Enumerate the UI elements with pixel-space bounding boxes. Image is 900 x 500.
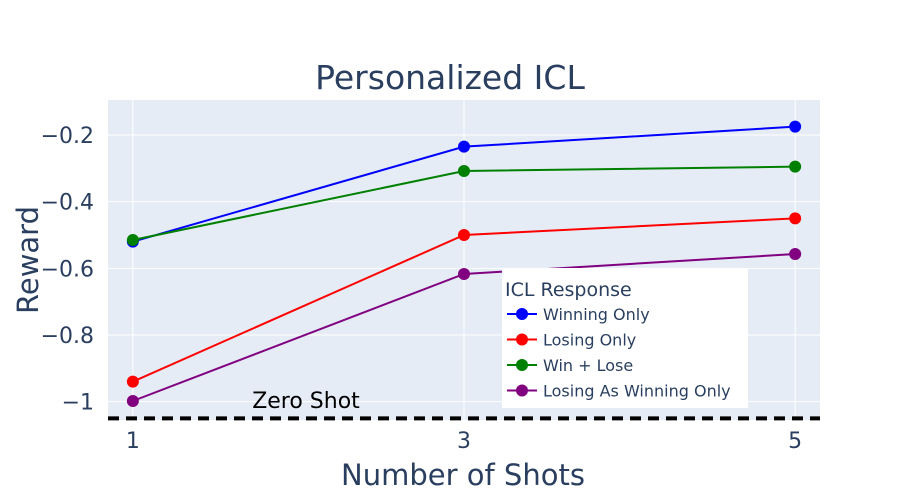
- zero-shot-annotation: Zero Shot: [252, 389, 360, 414]
- data-point: [126, 395, 139, 407]
- x-tick-label: 3: [457, 429, 471, 454]
- legend-label: Winning Only: [543, 305, 650, 324]
- legend-item: Losing As Winning Only: [507, 382, 731, 401]
- series-losing-only: [126, 212, 802, 388]
- y-tick-label: −0.4: [41, 191, 94, 216]
- data-point: [458, 268, 470, 280]
- data-point: [789, 212, 802, 225]
- y-axis-label: Reward: [11, 206, 45, 314]
- data-point: [789, 120, 802, 133]
- legend-item: Winning Only: [507, 305, 650, 324]
- y-tick-label: −1: [62, 391, 94, 416]
- data-point: [458, 229, 470, 241]
- legend-swatch-marker: [516, 384, 528, 397]
- y-tick-label: −0.8: [41, 324, 94, 349]
- legend-box: [502, 268, 748, 408]
- data-point: [458, 165, 470, 177]
- data-point: [126, 375, 139, 388]
- series-layer: [126, 120, 802, 407]
- legend-swatch-marker: [516, 308, 528, 320]
- x-tick-label: 5: [788, 429, 802, 454]
- legend-items: Winning Only Losing Only Win + Lose Losing …: [507, 305, 731, 401]
- legend-label: Losing As Winning Only: [543, 382, 731, 401]
- legend-swatch-marker: [516, 359, 528, 371]
- x-axis-label: Number of Shots: [341, 458, 585, 492]
- data-point: [458, 140, 470, 153]
- x-axis-ticks: 1 3 5: [126, 429, 802, 454]
- x-tick-label: 1: [126, 429, 140, 454]
- data-point: [789, 248, 802, 260]
- series-win-lose: [126, 160, 802, 246]
- y-tick-label: −0.6: [41, 257, 94, 282]
- legend-item: Losing Only: [507, 331, 636, 350]
- y-tick-label: −0.2: [41, 124, 94, 149]
- y-axis-ticks: −1 −0.8 −0.6 −0.4 −0.2: [41, 124, 94, 416]
- legend-item: Win + Lose: [507, 356, 633, 375]
- chart-title: Personalized ICL: [315, 58, 585, 97]
- series-losing-as-winning-only: [126, 248, 802, 407]
- legend-swatch-marker: [516, 333, 528, 346]
- legend-label: Losing Only: [543, 331, 636, 350]
- legend-label: Win + Lose: [543, 356, 633, 375]
- legend-title: ICL Response: [505, 279, 632, 301]
- data-point: [126, 234, 139, 246]
- data-point: [789, 160, 802, 173]
- legend: ICL Response Winning Only Losing Only Win …: [502, 268, 748, 408]
